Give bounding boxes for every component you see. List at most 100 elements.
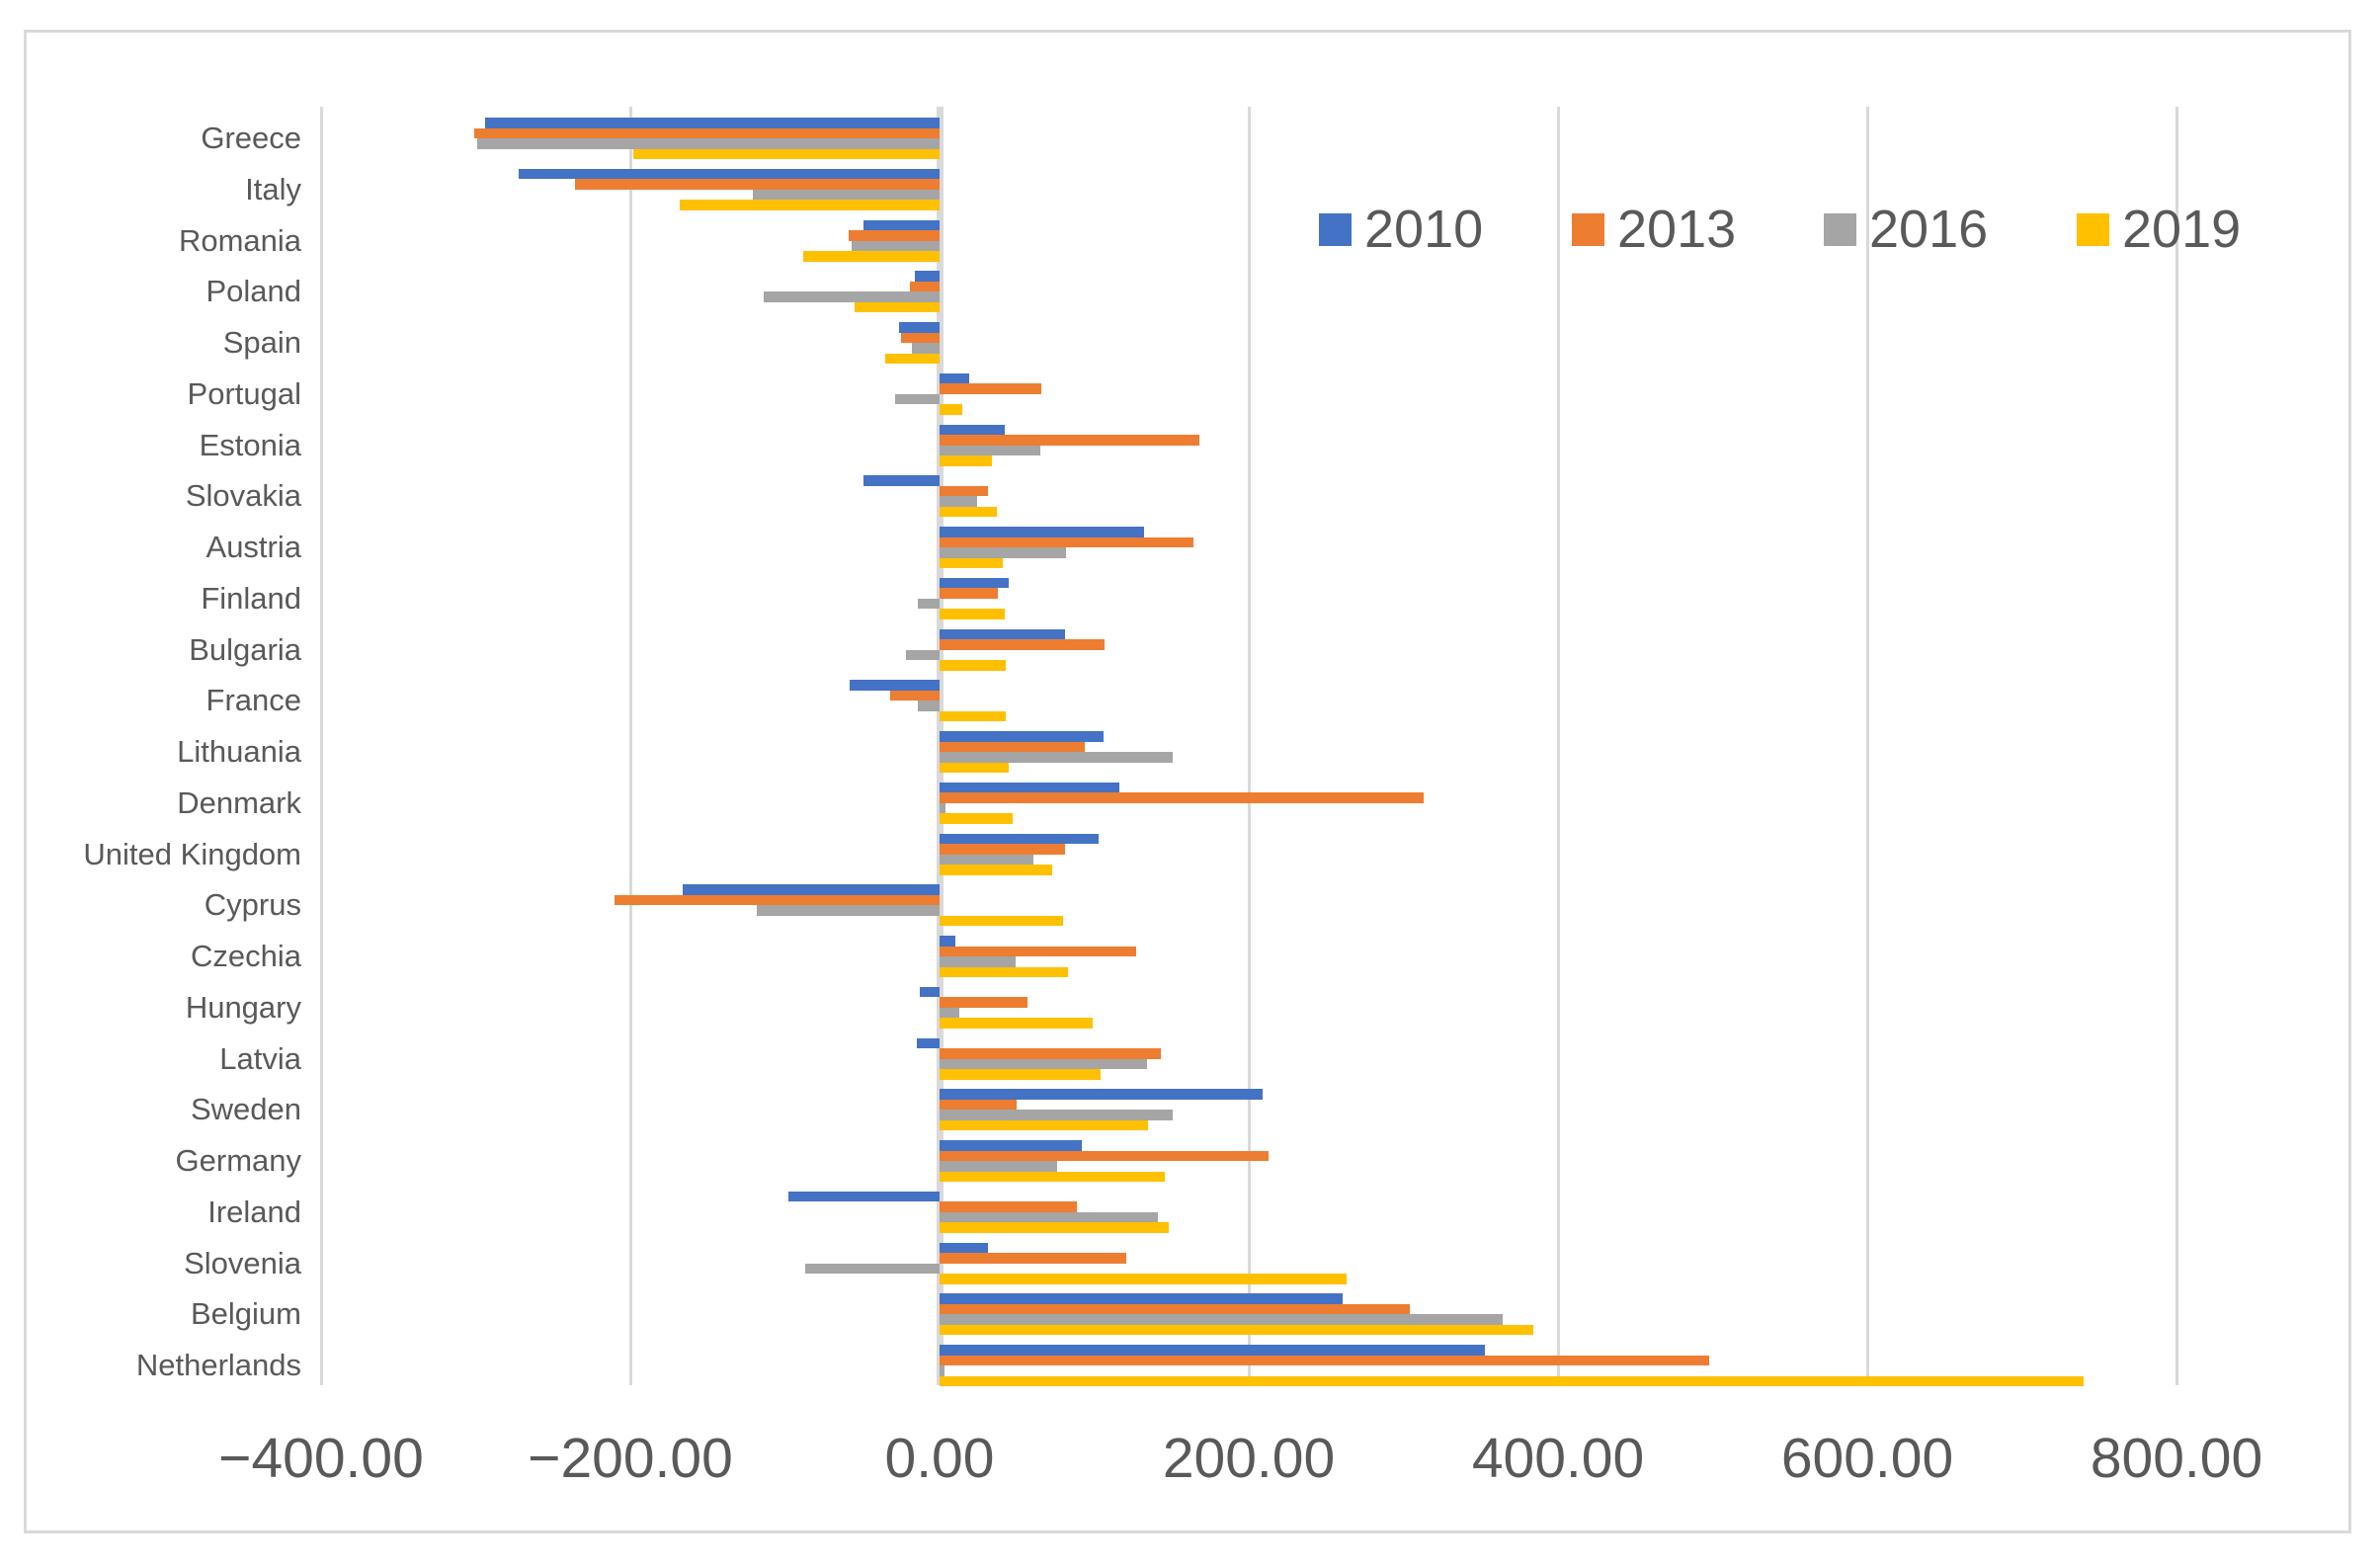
legend-swatch-icon <box>1572 212 1604 246</box>
category-label: Slovakia <box>185 478 301 514</box>
bar-2019-ireland <box>940 1222 1169 1233</box>
category-label: Finland <box>201 580 301 616</box>
bar-2016-germany <box>940 1161 1057 1172</box>
bar-2010-france <box>850 680 940 691</box>
bar-2013-united-kingdom <box>940 844 1065 855</box>
category-label: Cyprus <box>204 887 301 923</box>
bar-2010-latvia <box>916 1037 940 1048</box>
category-label: Austria <box>205 530 301 564</box>
bar-2016-belgium <box>940 1314 1503 1325</box>
category-label: United Kingdom <box>83 836 301 871</box>
bar-2019-hungary <box>940 1018 1093 1029</box>
bar-2019-bulgaria <box>940 660 1007 671</box>
gridline <box>319 107 323 1385</box>
bar-2016-cyprus <box>757 905 940 916</box>
bar-2010-belgium <box>940 1293 1344 1304</box>
bar-2013-bulgaria <box>940 639 1106 650</box>
bar-2013-finland <box>940 588 999 599</box>
category-label: Bulgaria <box>189 631 301 667</box>
bar-2013-sweden <box>940 1099 1018 1111</box>
bar-2010-spain <box>899 322 940 333</box>
bar-2019-slovakia <box>940 506 997 518</box>
bar-2010-lithuania <box>940 731 1104 742</box>
x-tick-label: −200.00 <box>528 1427 733 1490</box>
bar-2019-greece <box>633 148 940 159</box>
bar-2013-netherlands <box>940 1355 1710 1365</box>
bar-2013-hungary <box>940 997 1028 1008</box>
bar-2013-slovenia <box>940 1253 1127 1264</box>
legend-label: 2010 <box>1364 200 1484 259</box>
category-label: Belgium <box>191 1296 301 1332</box>
x-tick-label: 0.00 <box>884 1427 995 1490</box>
legend-entry-2016: 2016 <box>1824 200 1989 259</box>
bar-2019-austria <box>940 557 1004 568</box>
bar-2016-netherlands <box>940 1365 944 1376</box>
bar-2010-hungary <box>919 986 940 998</box>
bar-2013-belgium <box>940 1303 1410 1315</box>
bar-2019-lithuania <box>940 762 1010 773</box>
bar-2016-italy <box>752 189 940 201</box>
bar-2010-romania <box>863 219 940 230</box>
legend-swatch-icon <box>1824 212 1856 246</box>
bar-2010-slovakia <box>863 475 940 486</box>
bar-2019-sweden <box>940 1119 1149 1131</box>
bar-2016-slovakia <box>940 496 977 507</box>
bar-2013-slovakia <box>940 485 988 497</box>
bar-2016-austria <box>940 547 1067 558</box>
bar-2010-denmark <box>940 782 1119 793</box>
category-label: Netherlands <box>135 1348 301 1382</box>
bar-2013-ireland <box>940 1201 1078 1212</box>
bar-2013-germany <box>940 1150 1270 1161</box>
bar-2019-portugal <box>940 404 963 415</box>
category-label: Spain <box>222 325 301 360</box>
legend-label: 2016 <box>1869 200 1989 259</box>
bar-2019-denmark <box>940 813 1013 824</box>
bar-2019-france <box>940 710 1007 722</box>
bar-2013-france <box>889 690 940 701</box>
bar-2013-portugal <box>940 383 1042 394</box>
legend-swatch-icon <box>1319 212 1352 246</box>
bar-2016-romania <box>851 240 940 251</box>
bar-2013-denmark <box>940 792 1424 803</box>
bar-2013-latvia <box>940 1048 1161 1059</box>
category-label: Latvia <box>219 1040 301 1076</box>
bar-2013-czechia <box>940 946 1136 956</box>
bar-2010-netherlands <box>940 1345 1486 1356</box>
category-label: Romania <box>178 222 301 258</box>
bar-2016-bulgaria <box>905 649 940 660</box>
gridline <box>2175 107 2178 1385</box>
bar-2013-italy <box>574 179 940 190</box>
bar-2016-portugal <box>894 393 940 405</box>
bar-2016-slovenia <box>804 1263 940 1274</box>
x-tick-label: −400.00 <box>218 1427 424 1490</box>
bar-2013-estonia <box>940 435 1199 446</box>
bar-2019-netherlands <box>940 1375 2085 1386</box>
category-label: France <box>205 683 301 718</box>
bar-2019-estonia <box>940 455 993 466</box>
bar-2019-italy <box>680 200 940 210</box>
bar-2016-denmark <box>940 802 946 814</box>
category-label: Greece <box>201 121 301 155</box>
x-tick-label: 600.00 <box>1780 1427 1954 1490</box>
category-label: Czechia <box>191 939 301 973</box>
bar-2010-estonia <box>940 424 1005 435</box>
bar-2013-cyprus <box>615 894 940 906</box>
bar-2019-czechia <box>940 966 1068 977</box>
bar-2010-germany <box>940 1140 1082 1151</box>
bar-2010-bulgaria <box>940 628 1065 639</box>
legend-entry-2013: 2013 <box>1572 203 1736 256</box>
bar-2019-finland <box>940 609 1005 619</box>
bar-2016-latvia <box>940 1058 1147 1069</box>
bar-2016-czechia <box>940 956 1016 967</box>
bar-2013-austria <box>940 536 1193 547</box>
category-label: Ireland <box>207 1194 301 1229</box>
gridline <box>1556 107 1560 1385</box>
bar-2010-poland <box>914 271 940 282</box>
category-label: Portugal <box>187 375 301 411</box>
category-label: Sweden <box>190 1092 301 1127</box>
bar-2013-greece <box>473 127 940 138</box>
bar-2019-belgium <box>940 1324 1533 1336</box>
bar-2010-austria <box>940 527 1144 537</box>
bar-2019-cyprus <box>940 915 1064 927</box>
category-label: Slovenia <box>184 1245 301 1280</box>
